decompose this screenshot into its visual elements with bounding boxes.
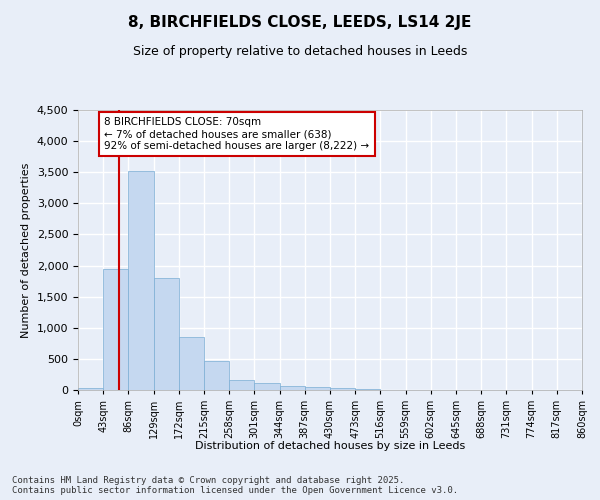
Text: Size of property relative to detached houses in Leeds: Size of property relative to detached ho… — [133, 45, 467, 58]
Bar — [78, 388, 103, 390]
X-axis label: Distribution of detached houses by size in Leeds: Distribution of detached houses by size … — [195, 441, 465, 451]
Bar — [154, 278, 179, 390]
Text: 8 BIRCHFIELDS CLOSE: 70sqm
← 7% of detached houses are smaller (638)
92% of semi: 8 BIRCHFIELDS CLOSE: 70sqm ← 7% of detac… — [104, 118, 370, 150]
Bar — [280, 386, 305, 390]
Y-axis label: Number of detached properties: Number of detached properties — [21, 162, 31, 338]
Bar — [305, 387, 330, 390]
Bar — [103, 268, 128, 390]
Text: Contains HM Land Registry data © Crown copyright and database right 2025.
Contai: Contains HM Land Registry data © Crown c… — [12, 476, 458, 495]
Bar — [128, 171, 154, 390]
Bar — [179, 337, 204, 390]
Bar — [330, 388, 355, 390]
Bar — [229, 380, 254, 390]
Bar — [254, 383, 280, 390]
Text: 8, BIRCHFIELDS CLOSE, LEEDS, LS14 2JE: 8, BIRCHFIELDS CLOSE, LEEDS, LS14 2JE — [128, 15, 472, 30]
Bar — [204, 362, 229, 390]
